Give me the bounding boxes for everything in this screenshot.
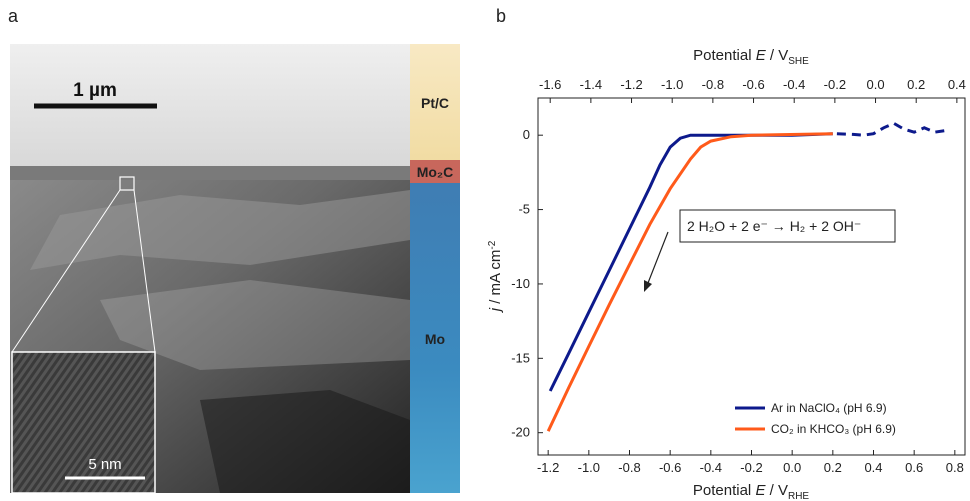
zoom-line	[11, 189, 121, 353]
x2-tick-label: 0.4	[948, 77, 966, 92]
zoom-line	[133, 189, 156, 353]
grain	[100, 280, 410, 370]
scale-label: 1 µm	[73, 80, 117, 101]
annotation: 2 H₂O + 2 e⁻ → H₂ + 2 OH⁻	[687, 218, 861, 234]
annotation-arrow	[647, 231, 669, 284]
x2-tick-label: -1.2	[620, 77, 642, 92]
x2-tick-label: -1.0	[661, 77, 683, 92]
layer-ptc	[410, 44, 460, 160]
y-tick-label: -20	[511, 425, 530, 440]
layer-label: Mo₂C	[417, 164, 454, 180]
x2-tick-label: 0.0	[866, 77, 884, 92]
grain	[30, 190, 410, 270]
x2-tick-label: -1.6	[539, 77, 561, 92]
zoom-box	[119, 176, 135, 191]
x-tick-label: -0.4	[700, 460, 722, 475]
x-tick-label: 0.4	[864, 460, 882, 475]
label-part: Potential	[693, 47, 756, 64]
panel-label: a	[8, 6, 19, 26]
x-tick-label: -0.6	[659, 460, 681, 475]
tem-interface	[10, 166, 410, 180]
legend-label: CO₂ in KHCO₃ (pH 6.9)	[771, 422, 896, 436]
x-tick-label: -1.2	[537, 460, 559, 475]
label-part: -2	[487, 240, 498, 249]
x2-axis-label: Potential E / VSHE	[693, 47, 809, 67]
panel-a: a 5 nm 1 µm Pt/C Mo₂C Mo	[8, 6, 460, 494]
x-tick-label: -1.0	[578, 460, 600, 475]
series-line	[546, 132, 833, 432]
layer-mo	[410, 183, 460, 493]
label-part: Potential	[693, 482, 756, 499]
y-axis-label: j / mA cm-2	[487, 240, 504, 313]
label-part: RHE	[788, 491, 809, 501]
y-tick-label: -15	[511, 350, 530, 365]
grain	[200, 390, 410, 493]
legend-label: Ar in NaClO₄ (pH 6.9)	[771, 401, 887, 415]
label-part: SHE	[788, 56, 809, 67]
annotation-box	[679, 209, 896, 243]
y-tick-label: -10	[511, 276, 530, 291]
inset-scale-label: 5 nm	[88, 456, 121, 473]
y-tick-label: -5	[518, 202, 530, 217]
x-tick-label: 0.2	[824, 460, 842, 475]
series-line	[548, 132, 833, 392]
inset-image	[11, 351, 156, 494]
panel-b: b Potential E / VSHE Potential E / VRHE …	[487, 6, 966, 501]
x2-tick-label: -0.2	[824, 77, 846, 92]
x2-tick-label: -0.4	[783, 77, 805, 92]
layer-mo2c	[410, 160, 460, 183]
x-tick-label: 0.0	[783, 460, 801, 475]
y-tick-label: 0	[523, 127, 530, 142]
x-tick-label: -0.2	[740, 460, 762, 475]
x-tick-label: 0.6	[905, 460, 923, 475]
label-part: j	[487, 307, 504, 313]
label-part: / mA cm	[487, 250, 504, 308]
panel-label: b	[496, 6, 506, 26]
label-part: E	[755, 482, 766, 499]
label-part: E	[756, 47, 767, 64]
x-axis-label: Potential E / VRHE	[693, 482, 810, 501]
x-tick-label: -0.8	[618, 460, 640, 475]
x-tick-label: 0.8	[946, 460, 964, 475]
plot-frame	[537, 97, 966, 456]
x2-tick-label: -0.8	[702, 77, 724, 92]
x2-tick-label: -1.4	[580, 77, 602, 92]
layer-label: Mo	[425, 331, 445, 347]
series-line	[836, 121, 945, 137]
arrow-head	[644, 280, 652, 292]
label-part: / V	[765, 482, 788, 499]
x2-tick-label: 0.2	[907, 77, 925, 92]
x2-tick-label: -0.6	[742, 77, 764, 92]
label-part: / V	[766, 47, 789, 64]
layer-label: Pt/C	[421, 95, 449, 111]
